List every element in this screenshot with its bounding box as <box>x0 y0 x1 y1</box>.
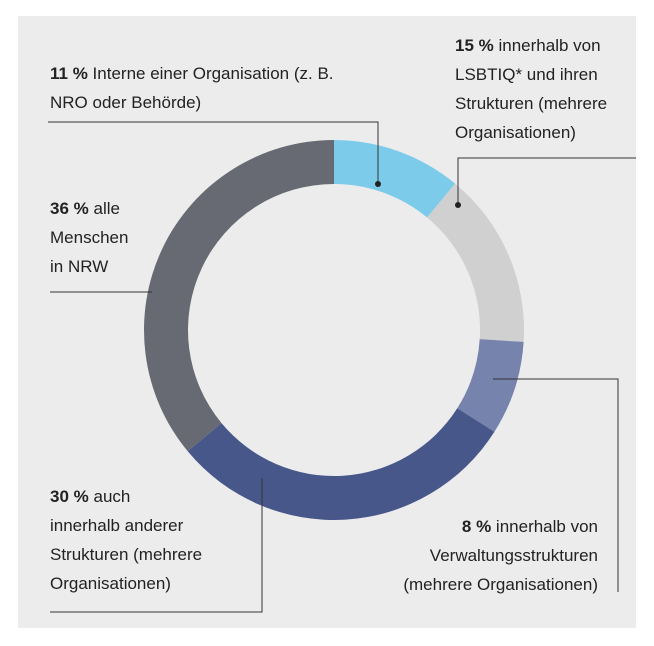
donut <box>143 140 524 521</box>
value-label: 11 % <box>50 64 88 83</box>
panel <box>18 16 636 628</box>
category-label: Interne einer Organisation (z. B. NRO od… <box>50 64 334 112</box>
leader-line <box>493 378 619 592</box>
leader-line <box>48 121 379 184</box>
donut-slice <box>143 140 334 452</box>
category-label: innerhalb von Verwaltungsstrukturen (meh… <box>403 517 598 594</box>
leader-line <box>457 157 636 205</box>
category-label: innerhalb von LSBTIQ* und ihren Struktur… <box>455 36 608 142</box>
leader-dot <box>375 181 381 187</box>
leader-line <box>50 478 263 613</box>
slice-label: 11 % Interne einer Organisation (z. B. N… <box>50 59 334 117</box>
value-label: 30 % <box>50 487 89 506</box>
donut-slice <box>457 339 524 432</box>
leader-dot <box>455 202 461 208</box>
slice-label: 30 % auch innerhalb anderer Strukturen (… <box>50 482 202 598</box>
slice-label: 36 % alle Menschen in NRW <box>50 194 128 281</box>
category-label: auch innerhalb anderer Strukturen (mehre… <box>50 487 203 593</box>
donut-slice <box>334 140 456 218</box>
donut-slice <box>187 408 495 521</box>
value-label: 36 % <box>50 199 89 218</box>
leader-dots <box>375 181 461 208</box>
slice-label: 15 % innerhalb von LSBTIQ* und ihren Str… <box>455 31 607 147</box>
category-label: alle Menschen in NRW <box>50 199 129 276</box>
donut-slice <box>427 183 524 342</box>
slice-label: 8 % innerhalb von Verwaltungsstrukturen … <box>403 512 598 599</box>
value-label: 8 % <box>461 517 492 536</box>
leader-lines <box>48 121 636 613</box>
value-label: 15 % <box>455 36 494 55</box>
